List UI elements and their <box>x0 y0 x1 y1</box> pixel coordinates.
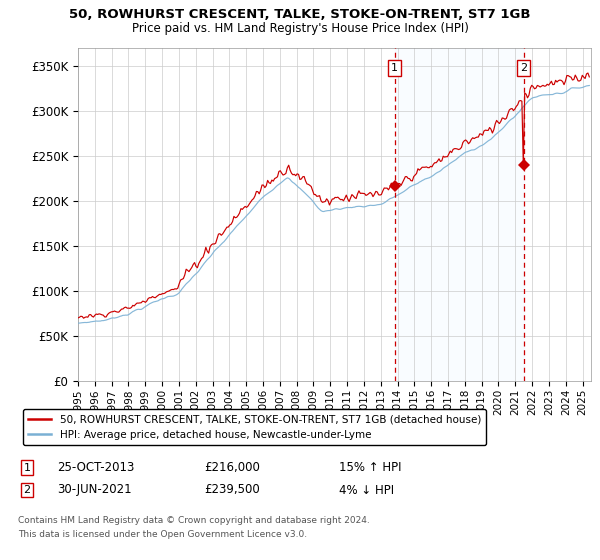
Text: Price paid vs. HM Land Registry's House Price Index (HPI): Price paid vs. HM Land Registry's House … <box>131 22 469 35</box>
Text: 2: 2 <box>520 63 527 73</box>
Text: 15% ↑ HPI: 15% ↑ HPI <box>339 461 401 474</box>
Text: 50, ROWHURST CRESCENT, TALKE, STOKE-ON-TRENT, ST7 1GB: 50, ROWHURST CRESCENT, TALKE, STOKE-ON-T… <box>69 8 531 21</box>
Text: £239,500: £239,500 <box>204 483 260 497</box>
Text: 2: 2 <box>23 485 31 495</box>
Text: 1: 1 <box>391 63 398 73</box>
Text: 25-OCT-2013: 25-OCT-2013 <box>57 461 134 474</box>
Legend: 50, ROWHURST CRESCENT, TALKE, STOKE-ON-TRENT, ST7 1GB (detached house), HPI: Ave: 50, ROWHURST CRESCENT, TALKE, STOKE-ON-T… <box>23 409 486 445</box>
Text: Contains HM Land Registry data © Crown copyright and database right 2024.: Contains HM Land Registry data © Crown c… <box>18 516 370 525</box>
Text: 30-JUN-2021: 30-JUN-2021 <box>57 483 131 497</box>
Bar <box>395 48 524 381</box>
Text: This data is licensed under the Open Government Licence v3.0.: This data is licensed under the Open Gov… <box>18 530 307 539</box>
Text: £216,000: £216,000 <box>204 461 260 474</box>
Text: 4% ↓ HPI: 4% ↓ HPI <box>339 483 394 497</box>
Text: 1: 1 <box>23 463 31 473</box>
